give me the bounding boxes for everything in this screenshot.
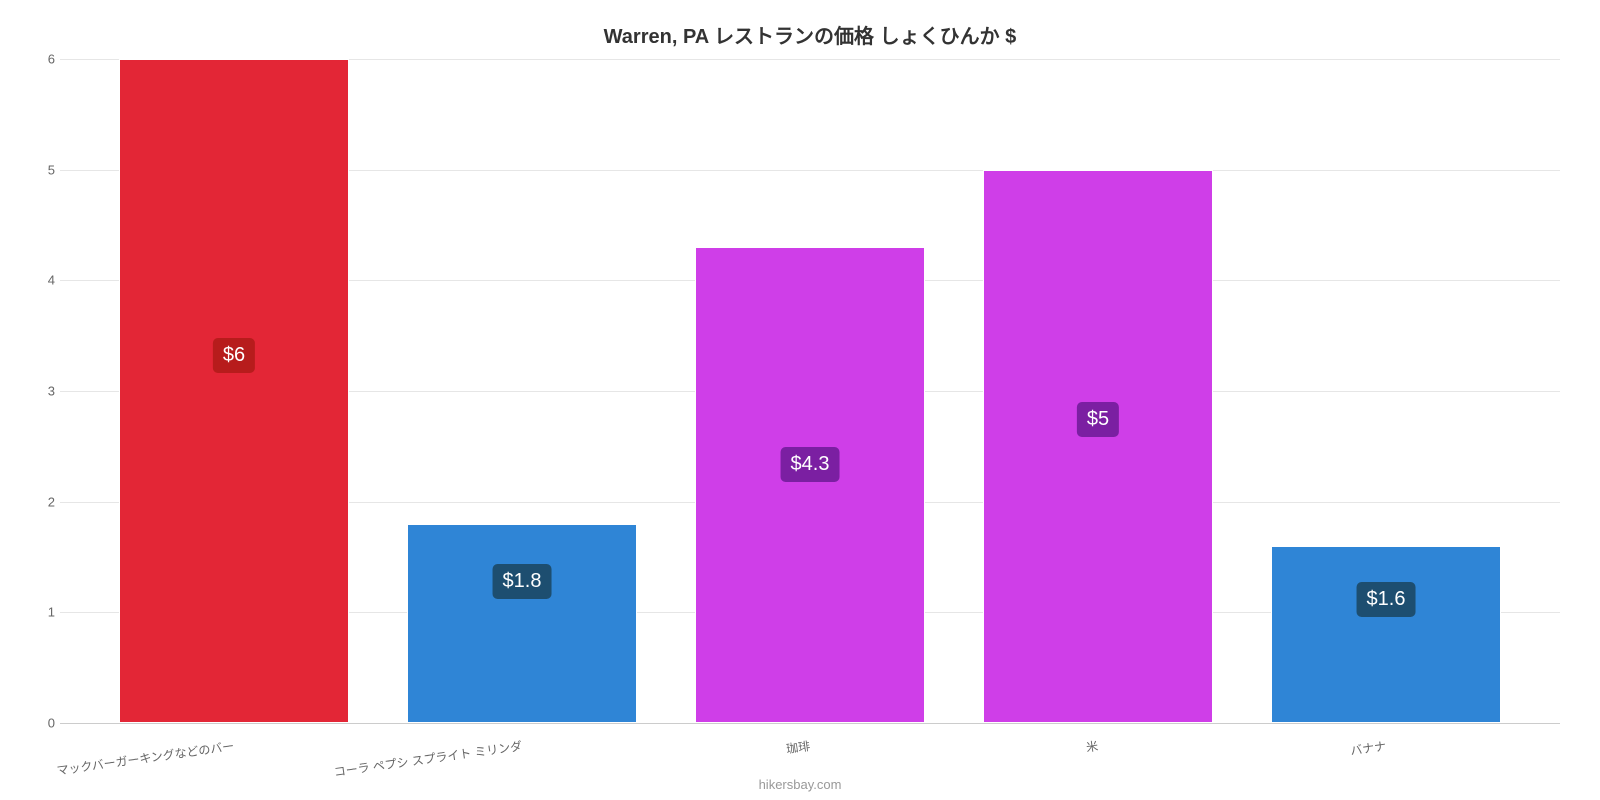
x-tick-label: バナナ	[1349, 737, 1387, 759]
bar: $4.3	[695, 247, 925, 723]
bar-slot: $5	[954, 59, 1242, 723]
bar-slot: $6	[90, 59, 378, 723]
x-tick-label: コーラ ペプシ スプライト ミリンダ	[333, 737, 524, 780]
x-tick-label: 珈琲	[785, 737, 811, 757]
y-tick-label: 6	[25, 52, 55, 67]
y-tick-label: 3	[25, 384, 55, 399]
y-tick-label: 1	[25, 605, 55, 620]
x-tick-label: マックバーガーキングなどのバー	[56, 737, 236, 779]
bar-value-badge: $1.6	[1357, 582, 1416, 617]
bar: $1.8	[407, 524, 637, 723]
plot-area: 0123456 $6$1.8$4.3$5$1.6 マックバーガーキングなどのバー…	[60, 59, 1560, 724]
bar-value-badge: $1.8	[493, 564, 552, 599]
bars-group: $6 $1.8 $4.3 $5 $1.6	[60, 59, 1560, 723]
attribution-text: hikersbay.com	[0, 777, 1600, 792]
x-tick-label: 米	[1085, 737, 1099, 756]
bar-slot: $4.3	[666, 59, 954, 723]
y-tick-label: 4	[25, 273, 55, 288]
bar-value-badge: $6	[213, 338, 255, 373]
bar-slot: $1.8	[378, 59, 666, 723]
bar-value-badge: $5	[1077, 402, 1119, 437]
y-tick-label: 5	[25, 162, 55, 177]
chart-title: Warren, PA レストランの価格 しょくひんか $	[60, 20, 1560, 49]
y-tick-label: 0	[25, 716, 55, 731]
chart-container: Warren, PA レストランの価格 しょくひんか $ 0123456 $6$…	[60, 20, 1560, 740]
bar: $1.6	[1271, 546, 1501, 723]
bar-value-badge: $4.3	[781, 447, 840, 482]
y-tick-label: 2	[25, 494, 55, 509]
bar-slot: $1.6	[1242, 59, 1530, 723]
bar: $6	[119, 59, 349, 723]
bar: $5	[983, 170, 1213, 723]
